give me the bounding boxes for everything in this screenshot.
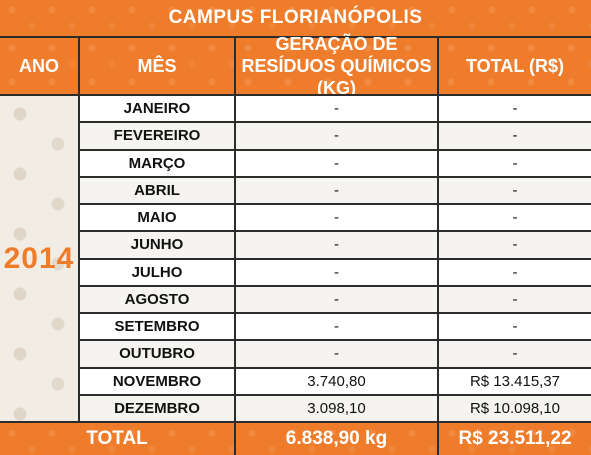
geracao-cell: - <box>236 177 439 203</box>
total-cell: - <box>512 181 518 199</box>
totals-geracao: 6.838,90 kg <box>236 423 439 455</box>
total-cell: - <box>512 236 518 254</box>
month-cell: DEZEMBRO <box>80 395 236 421</box>
total-cell: - <box>512 209 518 227</box>
total-cell: R$ 10.098,10 <box>469 399 561 417</box>
month-cell: MAIO <box>80 205 236 231</box>
geracao-cell: - <box>236 314 439 340</box>
geracao-cell: - <box>236 150 439 176</box>
year-cell: 2014 <box>0 94 80 421</box>
geracao-cell: - <box>236 232 439 258</box>
month-cell: JULHO <box>80 259 236 285</box>
totals-row: TOTAL 6.838,90 kg R$ 23.511,22 <box>0 421 591 455</box>
table-row: NOVEMBRO 3.740,80 R$ 13.415,37 <box>80 366 591 394</box>
geracao-cell: 3.098,10 <box>236 395 439 421</box>
totals-label: TOTAL <box>0 423 236 455</box>
month-cell: NOVEMBRO <box>80 368 236 394</box>
month-cell: MARÇO <box>80 150 236 176</box>
header-geracao-line1: GERAÇÃO DE <box>275 34 398 54</box>
geracao-cell: - <box>236 341 439 367</box>
table-row: JULHO - - <box>80 257 591 285</box>
geracao-cell: - <box>236 286 439 312</box>
total-cell: - <box>512 290 518 308</box>
table-row: FEVEREIRO - - <box>80 121 591 149</box>
table-row: JANEIRO - - <box>80 94 591 122</box>
table-title: CAMPUS FLORIANÓPOLIS <box>0 0 591 38</box>
total-cell: - <box>512 154 518 172</box>
month-cell: AGOSTO <box>80 286 236 312</box>
geracao-cell: - <box>236 96 439 122</box>
total-cell: - <box>512 345 518 363</box>
month-rows: JANEIRO - - FEVEREIRO - - MARÇO - - ABRI… <box>80 94 591 421</box>
month-cell: ABRIL <box>80 177 236 203</box>
total-cell: R$ 13.415,37 <box>469 372 561 390</box>
total-cell: - <box>512 263 518 281</box>
table-row: JUNHO - - <box>80 230 591 258</box>
table-row: SETEMBRO - - <box>80 312 591 340</box>
geracao-cell: 3.740,80 <box>236 368 439 394</box>
table-row: MAIO - - <box>80 203 591 231</box>
geracao-cell: - <box>236 205 439 231</box>
header-ano: ANO <box>0 38 80 94</box>
total-cell: - <box>512 100 518 118</box>
month-cell: JANEIRO <box>80 96 236 122</box>
totals-total: R$ 23.511,22 <box>458 428 572 449</box>
total-cell: - <box>512 318 518 336</box>
month-cell: SETEMBRO <box>80 314 236 340</box>
table-row: AGOSTO - - <box>80 284 591 312</box>
table-row: ABRIL - - <box>80 175 591 203</box>
header-total: TOTAL (R$) <box>439 38 591 94</box>
month-cell: JUNHO <box>80 232 236 258</box>
header-geracao-line2: RESÍDUOS QUÍMICOS (KG) <box>241 56 432 98</box>
geracao-cell: - <box>236 259 439 285</box>
table-row: OUTUBRO - - <box>80 339 591 367</box>
table-row: MARÇO - - <box>80 148 591 176</box>
header-geracao: GERAÇÃO DE RESÍDUOS QUÍMICOS (KG) <box>236 34 439 98</box>
geracao-cell: - <box>236 123 439 149</box>
month-cell: FEVEREIRO <box>80 123 236 149</box>
header-mes: MÊS <box>80 38 236 94</box>
month-cell: OUTUBRO <box>80 341 236 367</box>
table-row: DEZEMBRO 3.098,10 R$ 10.098,10 <box>80 393 591 421</box>
total-cell: - <box>512 127 518 145</box>
